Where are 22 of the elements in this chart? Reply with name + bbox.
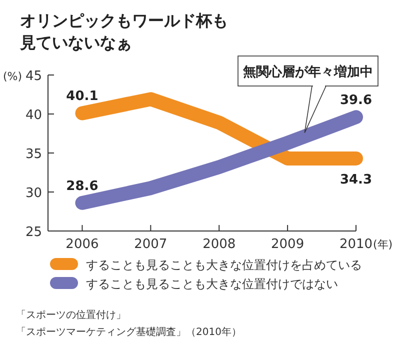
x-tick-label: 2007: [134, 237, 168, 252]
y-tick-label: 45: [25, 69, 42, 84]
x-tick-label: 2010: [339, 237, 373, 252]
y-tick-label: 35: [25, 147, 42, 162]
x-tick-label: 2009: [271, 237, 304, 252]
y-tick-label: 25: [25, 225, 42, 240]
x-tick-label: 2006: [66, 237, 99, 252]
data-label: 40.1: [66, 89, 98, 104]
annotation: 無関心層が年々増加中: [242, 64, 373, 80]
y-axis-title: (%): [3, 70, 22, 83]
x-tick-label: 2008: [202, 237, 236, 252]
x-axis-title: (年): [373, 238, 393, 251]
chart-title: オリンピックもワールド杯も見ていないなぁ: [19, 11, 228, 52]
data-label: 28.6: [66, 178, 98, 194]
data-label: 34.3: [340, 172, 372, 188]
y-tick-label: 30: [25, 186, 42, 201]
y-tick-label: 40: [25, 108, 42, 123]
text: 「スポーツの位置付け」: [16, 309, 126, 321]
text: 「スポーツマーケティング基礎調査」（2010年）: [16, 326, 242, 338]
legend-label: することも見ることも大きな位置付けを占めている: [86, 258, 362, 272]
legend-label: することも見ることも大きな位置付けではない: [86, 277, 338, 291]
data-label: 39.6: [340, 93, 372, 108]
